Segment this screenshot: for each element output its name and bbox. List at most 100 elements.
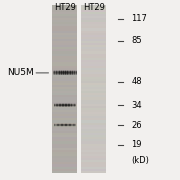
Bar (61, 124, 62, 125)
Bar (60, 126, 61, 127)
Bar (70, 72, 71, 73)
Bar (72, 73, 73, 74)
Bar (52, 118, 77, 120)
Bar (72, 71, 73, 72)
Bar (62, 103, 63, 104)
Bar (68, 126, 69, 127)
Bar (81, 141, 106, 143)
Bar (68, 103, 69, 104)
Bar (52, 22, 77, 24)
Bar (70, 126, 71, 127)
Bar (70, 103, 71, 104)
Bar (52, 66, 77, 68)
Bar (65, 124, 66, 125)
Bar (56, 125, 57, 126)
Bar (81, 125, 106, 127)
Bar (59, 103, 60, 104)
Bar (59, 70, 60, 71)
Bar (71, 123, 72, 124)
Bar (74, 103, 75, 104)
Bar (58, 74, 59, 75)
Bar (57, 126, 58, 127)
Bar (64, 124, 65, 125)
Bar (52, 148, 77, 150)
Bar (55, 70, 56, 71)
Bar (67, 123, 68, 124)
Bar (69, 103, 70, 104)
Bar (73, 70, 74, 71)
Bar (64, 71, 65, 72)
Bar (67, 126, 68, 127)
Bar (52, 170, 77, 173)
Bar (52, 68, 77, 70)
Bar (54, 71, 55, 72)
Bar (54, 124, 55, 125)
Bar (72, 72, 73, 73)
Bar (67, 74, 68, 75)
Bar (61, 71, 62, 72)
Bar (74, 124, 75, 125)
Bar (56, 71, 57, 72)
Bar (52, 154, 77, 156)
Bar (52, 164, 77, 166)
Bar (61, 106, 62, 107)
Bar (63, 125, 64, 126)
Bar (81, 81, 106, 83)
Bar (70, 124, 71, 125)
Bar (55, 105, 56, 106)
Bar (57, 104, 58, 105)
Bar (55, 72, 56, 73)
Bar (74, 73, 75, 74)
Bar (64, 74, 65, 75)
Bar (67, 71, 68, 72)
Bar (52, 143, 77, 146)
Bar (68, 103, 69, 104)
Bar (70, 124, 71, 125)
Bar (52, 93, 77, 95)
Bar (57, 126, 58, 127)
Bar (73, 72, 74, 73)
Bar (72, 126, 73, 127)
Bar (69, 105, 70, 106)
Bar (63, 72, 64, 73)
Bar (60, 103, 61, 104)
Bar (55, 71, 56, 72)
Bar (52, 58, 77, 60)
Bar (69, 125, 70, 126)
Bar (61, 70, 62, 71)
Bar (61, 71, 62, 72)
Bar (74, 72, 75, 73)
Bar (59, 125, 60, 126)
Bar (54, 73, 55, 74)
Bar (63, 104, 64, 105)
Bar (52, 60, 77, 62)
Bar (59, 103, 60, 104)
Bar (68, 126, 69, 127)
Bar (63, 126, 64, 127)
Bar (55, 104, 56, 105)
Bar (74, 125, 75, 126)
Bar (70, 125, 71, 126)
Bar (57, 104, 58, 105)
Bar (52, 122, 77, 125)
Bar (74, 105, 75, 106)
Bar (74, 106, 75, 107)
Bar (55, 125, 56, 126)
Bar (69, 106, 70, 107)
Bar (65, 124, 66, 125)
Bar (56, 74, 57, 75)
Bar (52, 95, 77, 98)
Bar (56, 72, 57, 73)
Bar (67, 103, 68, 104)
Bar (66, 106, 67, 107)
Bar (56, 125, 57, 126)
Bar (65, 70, 66, 71)
Bar (67, 104, 68, 105)
Bar (69, 104, 70, 105)
Bar (73, 104, 74, 105)
Bar (63, 74, 64, 75)
Bar (65, 123, 66, 124)
Bar (66, 124, 67, 125)
Bar (58, 70, 59, 71)
Bar (66, 124, 67, 125)
